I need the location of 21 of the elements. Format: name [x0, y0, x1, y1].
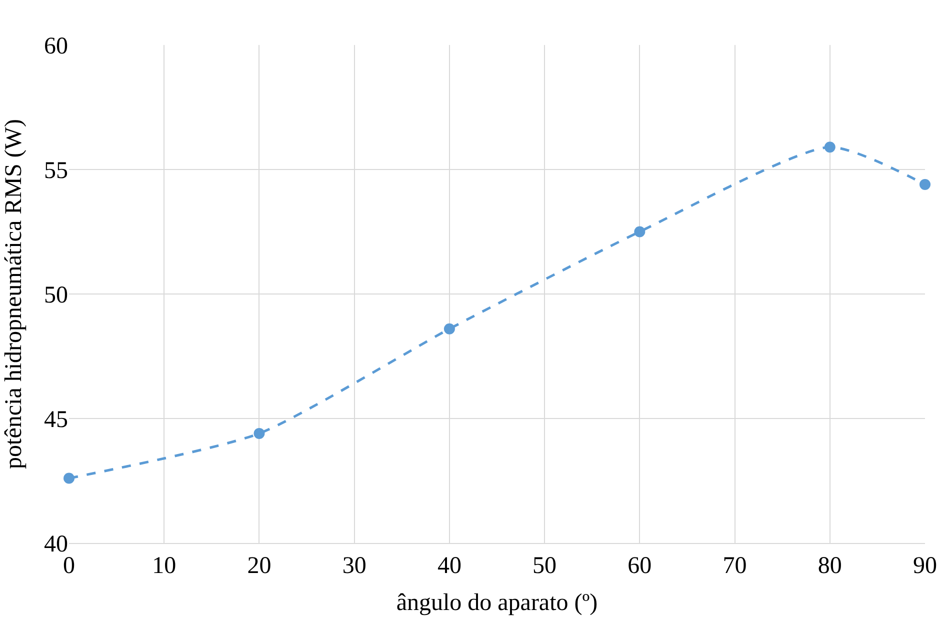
x-tick-label: 30	[342, 552, 366, 579]
x-tick-label: 80	[818, 552, 842, 579]
y-tick-label: 55	[44, 158, 68, 184]
point	[64, 472, 74, 484]
y-axis-title: potência hidropneumática RMS (W)	[1, 119, 28, 469]
x-tick-label: 20	[247, 552, 272, 579]
x-tick-label: 50	[532, 552, 557, 579]
point	[254, 428, 265, 439]
x-tick-label: 70	[722, 552, 747, 579]
x-tick-label: 40	[437, 552, 462, 579]
y-tick-label: 60	[44, 33, 68, 60]
point	[444, 323, 455, 334]
x-tick-label: 60	[628, 552, 652, 579]
x-axis-title: ângulo do aparato (º)	[396, 590, 598, 616]
point	[634, 226, 646, 238]
x-tick-label: 90	[913, 552, 937, 579]
x-tick-label: 10	[152, 552, 176, 579]
y-tick-label: 50	[44, 282, 68, 308]
point	[824, 142, 836, 153]
y-tick-label: 45	[44, 406, 68, 433]
point	[920, 178, 930, 190]
